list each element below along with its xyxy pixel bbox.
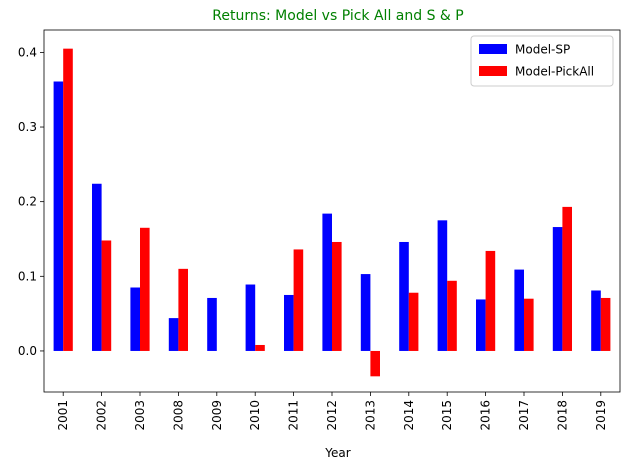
bar-model-sp-2014 — [399, 241, 409, 351]
bar-model-pickall-2002 — [101, 240, 112, 351]
x-tick-label: 2003 — [133, 400, 147, 431]
bar-model-sp-2003 — [130, 287, 140, 351]
bar-model-sp-2019 — [591, 290, 601, 351]
bar-model-pickall-2017 — [524, 298, 534, 351]
bar-model-pickall-2003 — [140, 227, 150, 351]
bar-model-sp-2016 — [476, 299, 486, 351]
legend: Model-SP Model-PickAll — [470, 35, 614, 87]
y-tick-label: 0.2 — [18, 195, 37, 209]
bar-model-pickall-2008 — [178, 268, 188, 351]
bar-model-sp-2010 — [245, 284, 256, 351]
x-tick-label: 2009 — [210, 400, 224, 431]
bar-model-pickall-2013 — [370, 350, 380, 377]
x-tick-label: 2001 — [56, 400, 70, 431]
bar-model-sp-2018 — [552, 227, 563, 351]
bar-model-pickall-2019 — [600, 297, 611, 351]
bar-model-sp-2012 — [322, 213, 332, 351]
bar-model-sp-2013 — [360, 274, 371, 351]
x-tick-label: 2017 — [517, 400, 531, 431]
bar-model-pickall-2016 — [485, 250, 496, 351]
bar-model-sp-2009 — [207, 297, 217, 351]
x-tick-label: 2002 — [95, 400, 109, 431]
bar-model-sp-2017 — [514, 269, 524, 351]
x-tick-label: 2015 — [440, 400, 454, 431]
bar-model-pickall-2012 — [332, 241, 342, 351]
plot-area: 0.0 0.1 0.2 0.3 0.4 2001 2002 2003 2008 2009 2010 2… — [18, 29, 621, 431]
legend-label-model-sp: Model-SP — [515, 43, 570, 57]
x-tick-label: 2011 — [287, 400, 301, 431]
bar-model-pickall-2011 — [293, 249, 304, 351]
y-tick-label: 0.1 — [18, 269, 37, 283]
y-tick-label: 0.3 — [18, 120, 37, 134]
y-tick-label: 0.4 — [18, 45, 37, 59]
legend-swatch-model-sp — [479, 44, 507, 54]
bar-model-sp-2001 — [53, 81, 64, 351]
x-tick-label: 2013 — [363, 400, 377, 431]
bar-model-pickall-2015 — [447, 280, 457, 351]
y-tick-label: 0.0 — [18, 344, 37, 358]
x-tick-label: 2010 — [248, 400, 262, 431]
x-tick-label: 2008 — [171, 400, 185, 431]
legend-swatch-model-pickall — [479, 66, 507, 76]
chart-title: Returns: Model vs Pick All and S & P — [212, 8, 463, 24]
bar-model-sp-2008 — [168, 318, 179, 351]
bar-model-pickall-2010 — [255, 344, 265, 351]
bar-model-sp-2002 — [92, 183, 102, 351]
x-tick-label: 2018 — [555, 400, 569, 431]
bar-model-pickall-2001 — [63, 48, 73, 351]
x-axis-title: Year — [324, 446, 350, 460]
legend-label-model-pickall: Model-PickAll — [515, 65, 594, 79]
x-tick-label: 2016 — [479, 400, 493, 431]
x-tick-label: 2019 — [594, 400, 608, 431]
bar-model-pickall-2014 — [408, 292, 419, 351]
x-tick-label: 2012 — [325, 400, 339, 431]
bar-model-pickall-2018 — [562, 206, 572, 351]
bar-model-sp-2015 — [437, 220, 448, 351]
x-tick-label: 2014 — [402, 400, 416, 431]
bar-model-sp-2011 — [284, 294, 294, 351]
